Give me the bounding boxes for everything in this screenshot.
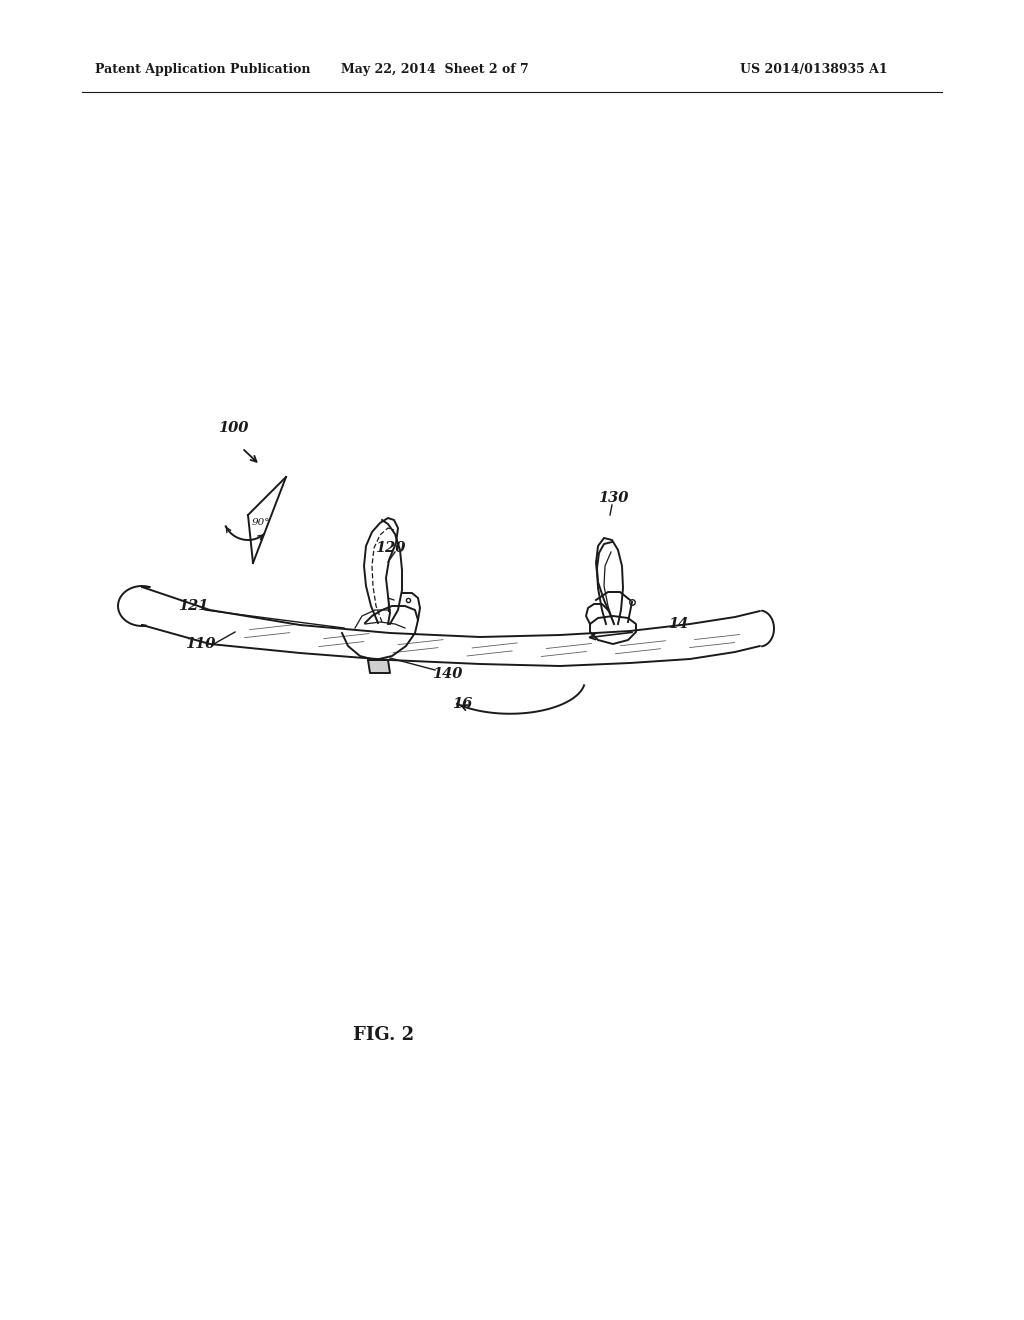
Polygon shape	[368, 660, 390, 673]
Text: 121: 121	[178, 599, 208, 612]
Text: FIG. 2: FIG. 2	[353, 1026, 415, 1044]
Text: US 2014/0138935 A1: US 2014/0138935 A1	[740, 63, 888, 77]
Text: 120: 120	[375, 541, 406, 554]
Text: 140: 140	[432, 667, 463, 681]
Text: 14: 14	[668, 616, 688, 631]
Text: Patent Application Publication: Patent Application Publication	[95, 63, 310, 77]
Text: 100: 100	[218, 421, 249, 436]
Text: 130: 130	[598, 491, 629, 506]
Text: May 22, 2014  Sheet 2 of 7: May 22, 2014 Sheet 2 of 7	[341, 63, 528, 77]
Text: 90°: 90°	[252, 519, 270, 528]
Text: 16: 16	[452, 697, 472, 711]
Text: 110: 110	[185, 638, 215, 651]
